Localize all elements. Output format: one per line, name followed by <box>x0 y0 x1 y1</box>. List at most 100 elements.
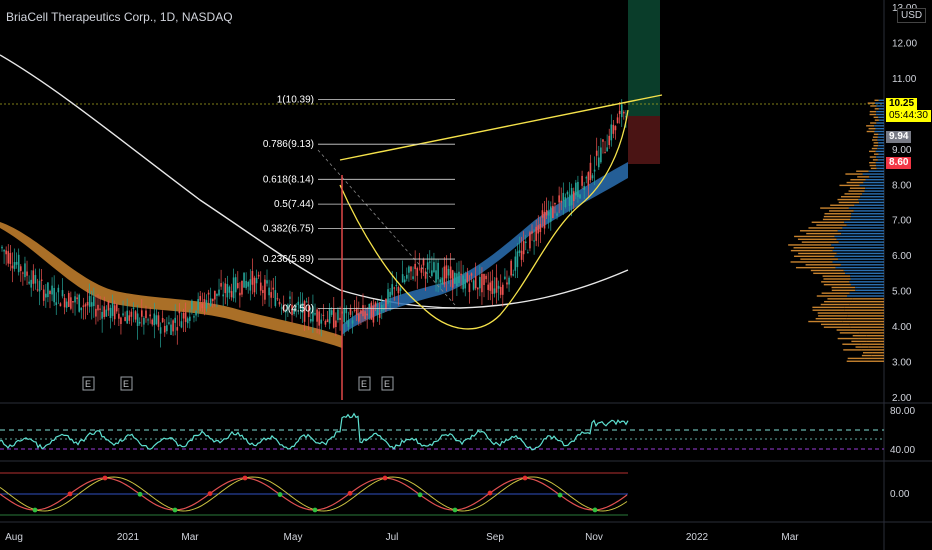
volume-profile-bar <box>837 337 859 340</box>
candle-body <box>547 211 550 216</box>
candle-body <box>247 281 250 287</box>
candle-body <box>236 283 239 289</box>
volume-profile-bar <box>843 349 862 351</box>
candle-body <box>441 277 444 285</box>
volume-profile-bar <box>805 264 841 266</box>
volume-profile-bar <box>821 292 850 294</box>
candle-body <box>266 280 268 284</box>
volume-profile-bar <box>878 144 884 147</box>
candle-body <box>101 311 103 319</box>
volume-profile-bar <box>793 247 835 249</box>
currency-button[interactable]: USD <box>897 8 927 23</box>
osc-cross-dot <box>242 475 248 481</box>
time-axis[interactable]: Aug 2021 Mar May Jul Sep Nov 2022 Mar <box>5 532 799 543</box>
volume-profile-bar <box>872 136 878 138</box>
volume-profile-bar <box>859 184 884 187</box>
candle-body <box>245 280 247 289</box>
candle-body <box>272 287 275 290</box>
cup-pattern-curve[interactable] <box>339 109 629 330</box>
candle-body <box>620 104 623 118</box>
volume-profile-bar <box>797 238 837 240</box>
volume-profile-bar <box>869 156 877 158</box>
volume-profile-bar <box>801 241 839 243</box>
candle-body <box>113 305 116 320</box>
candle-body <box>19 266 22 271</box>
volume-profile-bar <box>861 354 872 357</box>
osc-cross-dot <box>312 507 318 513</box>
price-axis-tick: 12.00 <box>892 38 917 49</box>
osc-cross-dot <box>417 492 423 498</box>
volume-profile-bar <box>830 204 855 206</box>
volume-profile-bar <box>838 201 860 204</box>
volume-profile-bar <box>861 343 884 345</box>
volume-profile-bar <box>857 329 884 331</box>
volume-profile-bar <box>823 283 851 286</box>
volume-profile-bar <box>836 329 858 331</box>
candle-body <box>249 279 252 291</box>
time-axis-tick: Aug <box>5 532 23 543</box>
candle-body <box>293 308 295 314</box>
candle-body <box>232 277 235 299</box>
candle-body <box>55 302 58 306</box>
earnings-marker-box[interactable] <box>381 376 394 391</box>
candle-body <box>222 294 224 297</box>
candle-body <box>545 210 548 216</box>
candle-body <box>426 262 429 270</box>
earnings-marker-box[interactable] <box>358 376 371 391</box>
candle-body <box>259 282 262 291</box>
candle-body <box>253 277 256 293</box>
candle-body <box>604 152 606 154</box>
volume-profile-bar <box>870 167 877 170</box>
candle-body <box>322 314 325 316</box>
candle-body <box>163 325 166 333</box>
trendline[interactable] <box>339 94 663 161</box>
fib-level-label: 0.618(8.14) <box>263 174 314 185</box>
candle-body <box>541 210 544 218</box>
candle-body <box>487 284 489 290</box>
candle-body <box>278 302 281 305</box>
fibonacci-retracement[interactable]: 1(10.39) 0.786(9.13) 0.618(8.14) 0.5(7.44) 0… <box>263 95 455 315</box>
volume-profile-bar <box>798 252 837 255</box>
volume-profile-bar <box>812 309 845 311</box>
volume-profile-bar <box>864 190 884 192</box>
time-axis-tick: Mar <box>181 532 199 543</box>
time-axis-tick: Nov <box>585 532 603 543</box>
time-axis-tick: 2022 <box>686 532 709 543</box>
earnings-marker-box[interactable] <box>120 376 133 391</box>
candle-body <box>583 186 585 190</box>
volume-profile-bar <box>866 335 884 337</box>
earnings-marker-box[interactable] <box>82 376 95 391</box>
candle-body <box>218 289 220 296</box>
candle-body <box>610 124 613 141</box>
candle-body <box>36 289 39 291</box>
candle-body <box>172 320 174 332</box>
volume-profile-bar <box>844 309 884 311</box>
candle-body <box>72 301 74 303</box>
candle-body <box>445 265 448 279</box>
candle-body <box>262 290 264 294</box>
candle-body <box>316 309 318 322</box>
price-axis[interactable]: 2.003.004.005.006.007.008.009.0010.0011.… <box>892 3 917 404</box>
candle-body <box>287 304 289 309</box>
candle-body <box>332 308 335 328</box>
candle-body <box>257 274 260 277</box>
stop-zone[interactable] <box>628 116 660 164</box>
candle-body <box>145 310 147 319</box>
candle-body <box>3 250 5 252</box>
candle-body <box>479 276 481 289</box>
volume-profile-bar <box>860 196 884 198</box>
candle-body <box>84 304 87 307</box>
candle-body <box>454 272 456 284</box>
candle-body <box>581 175 583 186</box>
candle-body <box>180 321 183 328</box>
candle-body <box>424 271 427 279</box>
volume-profile-bar <box>875 162 884 164</box>
volume-profile-bar <box>850 218 884 221</box>
candle-body <box>284 310 287 313</box>
candle-body <box>170 324 172 335</box>
volume-profile-bar <box>811 221 845 223</box>
earnings-marker-label: E <box>384 379 390 389</box>
candle-body <box>310 319 312 322</box>
